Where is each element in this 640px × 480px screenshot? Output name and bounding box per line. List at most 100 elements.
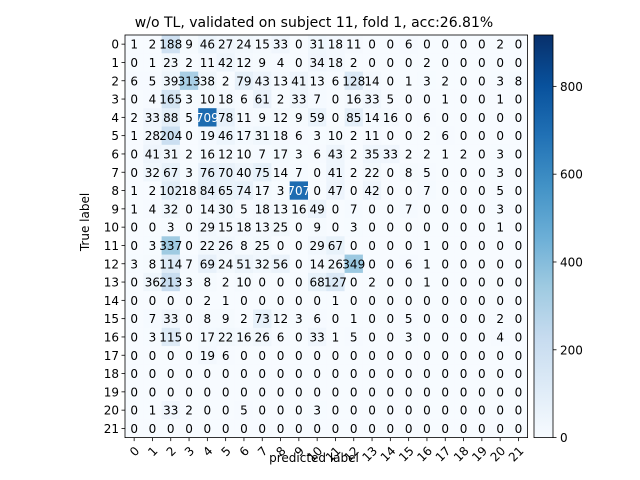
heatmap-cell	[381, 291, 400, 310]
cell-value-label: 0	[478, 257, 486, 271]
heatmap-cell	[161, 346, 181, 365]
cell-value-label: 0	[515, 38, 523, 52]
cell-value-label: 0	[441, 257, 449, 271]
heatmap-cell	[234, 35, 254, 54]
cell-value-label: 6	[240, 93, 248, 107]
heatmap-cell	[308, 89, 327, 109]
heatmap-cell	[381, 419, 400, 438]
cell-value-label: 2	[185, 56, 193, 70]
cell-value-label: 0	[185, 202, 193, 216]
cell-value-label: 0	[258, 367, 266, 381]
x-tick-label: 4	[200, 444, 215, 459]
heatmap-cell	[326, 126, 345, 146]
cell-value-label: 0	[295, 221, 303, 235]
heatmap-cell	[491, 309, 510, 329]
cell-value-label: 0	[332, 221, 340, 235]
colorbar-tick-label: 200	[560, 343, 583, 357]
cell-value-label: 0	[387, 202, 395, 216]
heatmap-cell	[491, 364, 510, 383]
heatmap-cell	[344, 309, 364, 329]
heatmap-cell	[491, 163, 510, 182]
cell-value-label: 0	[332, 404, 340, 418]
cell-value-label: 0	[460, 349, 468, 363]
heatmap-cell	[381, 309, 400, 329]
heatmap-cell	[234, 163, 254, 182]
cell-value-label: 3	[167, 221, 175, 235]
cell-value-label: 10	[236, 276, 251, 290]
cell-value-label: 0	[441, 56, 449, 70]
cell-value-label: 0	[387, 56, 395, 70]
cell-value-label: 7	[185, 257, 193, 271]
heatmap-cell	[417, 346, 437, 365]
heatmap-cell	[381, 364, 400, 383]
cell-value-label: 75	[255, 166, 270, 180]
heatmap-cell	[472, 35, 492, 54]
cell-value-label: 0	[240, 422, 248, 436]
cell-value-label: 0	[240, 367, 248, 381]
cell-value-label: 0	[130, 349, 138, 363]
cell-value-label: 0	[258, 276, 266, 290]
heatmap-cell	[179, 272, 199, 292]
heatmap-cell	[399, 327, 419, 347]
heatmap-cell	[326, 218, 345, 237]
cell-value-label: 0	[423, 202, 431, 216]
heatmap-cell	[198, 163, 217, 182]
heatmap-cell	[198, 419, 217, 438]
cell-value-label: 0	[240, 294, 248, 308]
heatmap-cell	[362, 144, 382, 164]
cell-value-label: 0	[460, 93, 468, 107]
cell-value-label: 34	[310, 56, 325, 70]
y-tick-label: 14	[104, 294, 119, 308]
heatmap-cell	[308, 181, 327, 200]
cell-value-label: 76	[200, 166, 215, 180]
cell-value-label: 1	[423, 257, 431, 271]
colorbar-ticks: 0 200 400 600 800	[553, 80, 583, 445]
cell-value-label: 0	[277, 367, 285, 381]
cell-value-label: 0	[185, 349, 193, 363]
heatmap-cell	[161, 401, 181, 420]
cell-value-label: 0	[130, 312, 138, 326]
heatmap-cell	[308, 419, 327, 438]
cell-value-label: 79	[236, 74, 251, 88]
cell-value-label: 0	[478, 330, 486, 344]
cell-value-label: 0	[130, 276, 138, 290]
cell-value-label: 14	[364, 111, 379, 125]
cell-value-label: 0	[460, 276, 468, 290]
heatmap-cell	[491, 126, 510, 146]
heatmap-cell	[344, 254, 364, 274]
cell-value-label: 0	[478, 147, 486, 161]
cell-value-label: 0	[423, 221, 431, 235]
heatmap-cell	[125, 199, 144, 219]
heatmap-cell	[472, 272, 492, 292]
heatmap-cell	[271, 401, 290, 420]
cell-value-label: 0	[332, 367, 340, 381]
cell-value-label: 0	[460, 74, 468, 88]
cell-value-label: 18	[328, 38, 343, 52]
cell-value-label: 0	[368, 202, 376, 216]
cell-value-label: 0	[478, 239, 486, 253]
cell-value-label: 3	[149, 330, 157, 344]
heatmap-cell	[271, 35, 290, 54]
heatmap-cell	[417, 401, 437, 420]
heatmap-cell	[179, 346, 199, 365]
cell-value-label: 0	[515, 166, 523, 180]
cell-value-label: 2	[185, 147, 193, 161]
cell-value-label: 0	[423, 422, 431, 436]
cell-value-label: 0	[204, 422, 212, 436]
cell-value-label: 46	[218, 129, 233, 143]
heatmap-cell	[399, 254, 419, 274]
heatmap-cell	[509, 181, 528, 200]
heatmap-cell	[472, 53, 492, 72]
heatmap-cell	[344, 346, 364, 365]
cell-value-label: 23	[163, 56, 178, 70]
cell-value-label: 24	[218, 257, 233, 271]
cell-value-label: 5	[405, 312, 413, 326]
heatmap-cell	[125, 291, 144, 310]
cell-value-label: 0	[478, 38, 486, 52]
heatmap-cell	[308, 254, 327, 274]
cell-value-label: 0	[185, 294, 193, 308]
heatmap-cell	[271, 254, 290, 274]
cell-value-label: 0	[478, 56, 486, 70]
heatmap-cell	[289, 254, 309, 274]
heatmap-cell	[417, 419, 437, 438]
